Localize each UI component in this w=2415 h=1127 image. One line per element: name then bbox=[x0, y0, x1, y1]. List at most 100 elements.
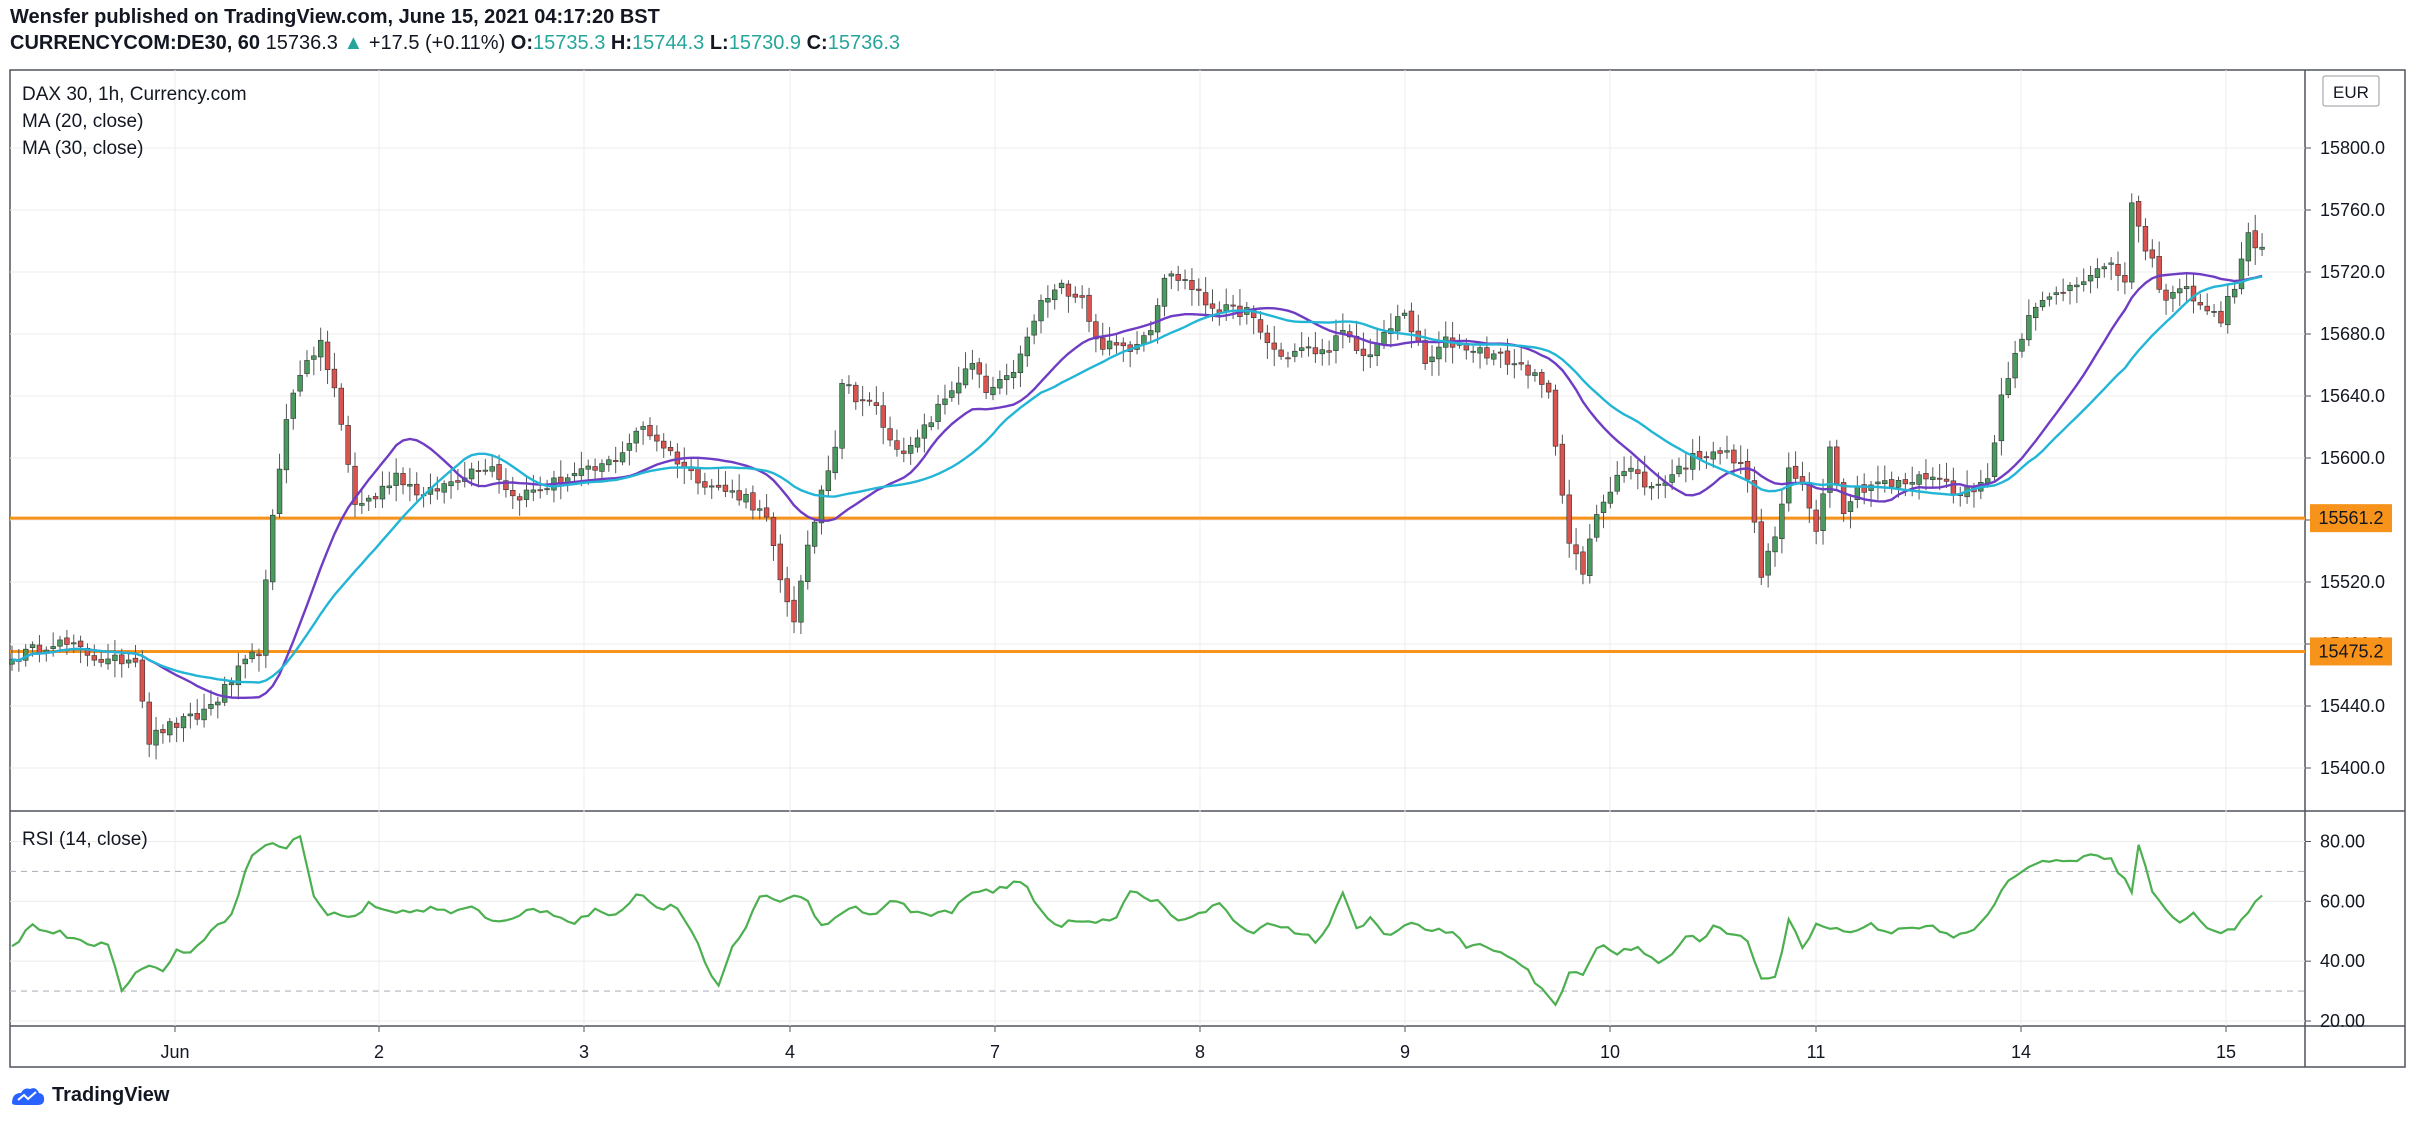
time-tick-label: 8 bbox=[1195, 1042, 1205, 1062]
candle-body bbox=[1738, 462, 1744, 464]
candle-body bbox=[921, 424, 928, 439]
level-price-tag bbox=[2310, 504, 2392, 533]
candle-body bbox=[1079, 295, 1085, 298]
candle-body bbox=[1744, 460, 1751, 480]
high-label: H: bbox=[610, 32, 632, 54]
candle-body bbox=[1511, 363, 1518, 366]
candle-body bbox=[2012, 353, 2018, 379]
candle-body bbox=[1648, 486, 1655, 489]
candle-body bbox=[1209, 303, 1216, 309]
published-line: Wensfer published on TradingView.com, Ju… bbox=[10, 6, 660, 29]
candle-body bbox=[2170, 292, 2176, 299]
rsi-tick-label: 20.00 bbox=[2320, 1011, 2365, 1031]
price-tick-label: 15400.0 bbox=[2320, 758, 2385, 778]
candle-body bbox=[2218, 310, 2224, 324]
candle-body bbox=[1950, 480, 1957, 495]
candle-body bbox=[1593, 514, 1600, 538]
candle-body bbox=[647, 425, 653, 437]
candle-body bbox=[1120, 342, 1127, 347]
candle-body bbox=[887, 428, 893, 441]
candle-body bbox=[949, 390, 955, 398]
candle-body bbox=[1065, 283, 1072, 297]
candle-body bbox=[612, 460, 619, 462]
candle-body bbox=[1491, 353, 1497, 360]
candle-body bbox=[606, 459, 612, 466]
candle-body bbox=[2108, 262, 2114, 265]
candle-body bbox=[2087, 275, 2094, 282]
candle-body bbox=[379, 485, 386, 500]
candle-body bbox=[1936, 477, 1943, 480]
candle-body bbox=[2039, 300, 2046, 308]
candle-body bbox=[1319, 349, 1325, 355]
candle-body bbox=[1923, 473, 1929, 480]
rsi-tick-label: 40.00 bbox=[2320, 951, 2365, 971]
candle-body bbox=[1902, 479, 1909, 485]
candle-body bbox=[1669, 474, 1675, 483]
moving-averages bbox=[11, 271, 2263, 699]
candle-body bbox=[29, 644, 36, 648]
candle-body bbox=[523, 489, 530, 500]
tradingview-logo[interactable]: TradingView bbox=[10, 1083, 169, 1107]
candle-body bbox=[352, 465, 358, 505]
candle-body bbox=[372, 496, 379, 500]
candle-body bbox=[1168, 273, 1175, 277]
rsi-line-group bbox=[11, 834, 2263, 1007]
candle-body bbox=[2225, 296, 2231, 326]
time-tick-label: 4 bbox=[785, 1042, 795, 1062]
candle-body bbox=[1058, 282, 1065, 289]
candle-body bbox=[1484, 347, 1490, 359]
candle-body bbox=[146, 701, 152, 745]
candle-body bbox=[180, 716, 187, 729]
candle-body bbox=[962, 368, 969, 386]
currency-badge[interactable] bbox=[2322, 75, 2380, 107]
candle-body bbox=[235, 665, 242, 686]
candle-body bbox=[1298, 347, 1305, 351]
price-tick-label: 15440.0 bbox=[2320, 696, 2385, 716]
candle-body bbox=[386, 485, 392, 489]
candle-body bbox=[249, 651, 255, 660]
candle-body bbox=[98, 659, 104, 663]
candle-body bbox=[2005, 378, 2011, 396]
candle-body bbox=[1504, 350, 1511, 365]
candle-body bbox=[1196, 288, 1202, 291]
candle-body bbox=[1895, 480, 1902, 488]
candle-body bbox=[1888, 479, 1895, 487]
candle-body bbox=[2231, 288, 2238, 298]
candle-body bbox=[1580, 551, 1586, 575]
candle-body bbox=[1552, 389, 1559, 447]
price-tick-label: 15800.0 bbox=[2320, 138, 2385, 158]
rsi-axis: 20.00 40.00 60.00 80.00 bbox=[2305, 832, 2365, 1031]
candle-body bbox=[1312, 347, 1319, 355]
candle-body bbox=[1559, 443, 1566, 496]
candle-body bbox=[1072, 293, 1079, 298]
candle-body bbox=[2046, 296, 2053, 300]
candle-body bbox=[1381, 331, 1387, 345]
candle-body bbox=[1360, 348, 1367, 356]
candle-body bbox=[1305, 346, 1312, 349]
candle-body bbox=[1710, 451, 1716, 460]
candle-body bbox=[660, 440, 667, 449]
candle-body bbox=[414, 483, 420, 496]
candle-body bbox=[832, 446, 838, 474]
rsi-bands bbox=[10, 870, 2305, 992]
candle-body bbox=[208, 704, 214, 709]
candle-body bbox=[489, 466, 495, 472]
candle-body bbox=[91, 655, 98, 661]
candle-body bbox=[743, 493, 749, 503]
candle-body bbox=[1367, 354, 1373, 358]
candle-body bbox=[64, 637, 70, 645]
candle-body bbox=[990, 386, 996, 396]
candle-body bbox=[2156, 256, 2162, 290]
change: +17.5 (+0.11%) bbox=[368, 32, 506, 54]
candle-body bbox=[324, 341, 331, 371]
candle-body bbox=[736, 490, 742, 501]
candle-body bbox=[818, 489, 825, 524]
candle-body bbox=[194, 713, 200, 720]
candle-body bbox=[36, 644, 43, 654]
candle-body bbox=[955, 382, 962, 394]
candle-body bbox=[1943, 478, 1950, 482]
candle-body bbox=[50, 646, 56, 649]
candle-body bbox=[914, 437, 921, 448]
candle-body bbox=[976, 362, 982, 375]
